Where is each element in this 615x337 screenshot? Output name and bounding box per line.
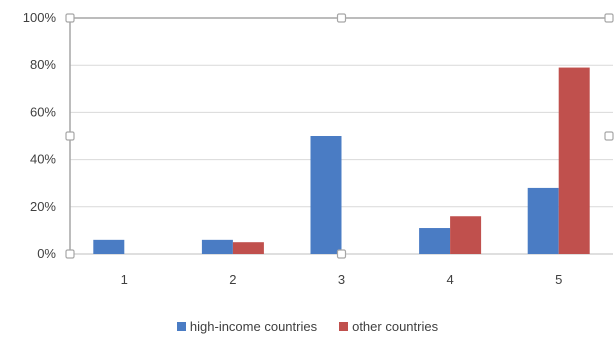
bar-high-income [310,136,342,254]
legend-label-high-income: high-income countries [189,318,318,334]
resize-handle[interactable] [65,13,75,23]
legend-item-other: other countries [339,319,438,334]
legend-label-other: other countries [352,318,439,334]
y-tick-label: 40% [30,152,56,167]
y-tick-label: 20% [30,199,56,214]
legend-swatch-high-income [176,321,186,331]
legend-item-high-income: high-income countries [176,318,318,334]
bars [93,67,590,254]
legend: high-income countries other countries [0,316,615,336]
bar-high-income [527,187,559,254]
y-tick-label: 80% [30,57,56,72]
legend-swatch-other [339,321,349,331]
bar-high-income [93,239,125,254]
selection-frame[interactable] [65,13,614,259]
resize-handle[interactable] [336,249,347,259]
x-tick-label: 1 [121,272,128,287]
x-tick-label: 5 [555,272,562,287]
y-axis-tick-labels: 0% 20% 40% 60% 80% 100% [23,10,57,261]
x-tick-label: 2 [229,272,236,287]
x-axis-tick-labels: 1 2 3 4 5 [121,272,563,287]
y-tick-label: 60% [30,104,56,119]
resize-handle[interactable] [336,13,347,23]
bar-other [232,242,264,254]
bar-other [450,216,482,254]
resize-handle[interactable] [604,13,614,23]
bar-high-income [201,239,233,254]
bar-other [558,67,590,254]
resize-handle[interactable] [65,131,75,141]
resize-handle[interactable] [604,131,614,141]
x-tick-label: 4 [446,272,453,287]
y-tick-label: 0% [37,246,56,261]
resize-handle[interactable] [65,249,75,259]
bar-chart[interactable]: 0% 20% 40% 60% 80% 100% 1 2 3 4 5 [0,0,615,310]
y-tick-label: 100% [23,10,57,25]
x-tick-label: 3 [338,272,345,287]
bar-high-income [419,228,451,254]
